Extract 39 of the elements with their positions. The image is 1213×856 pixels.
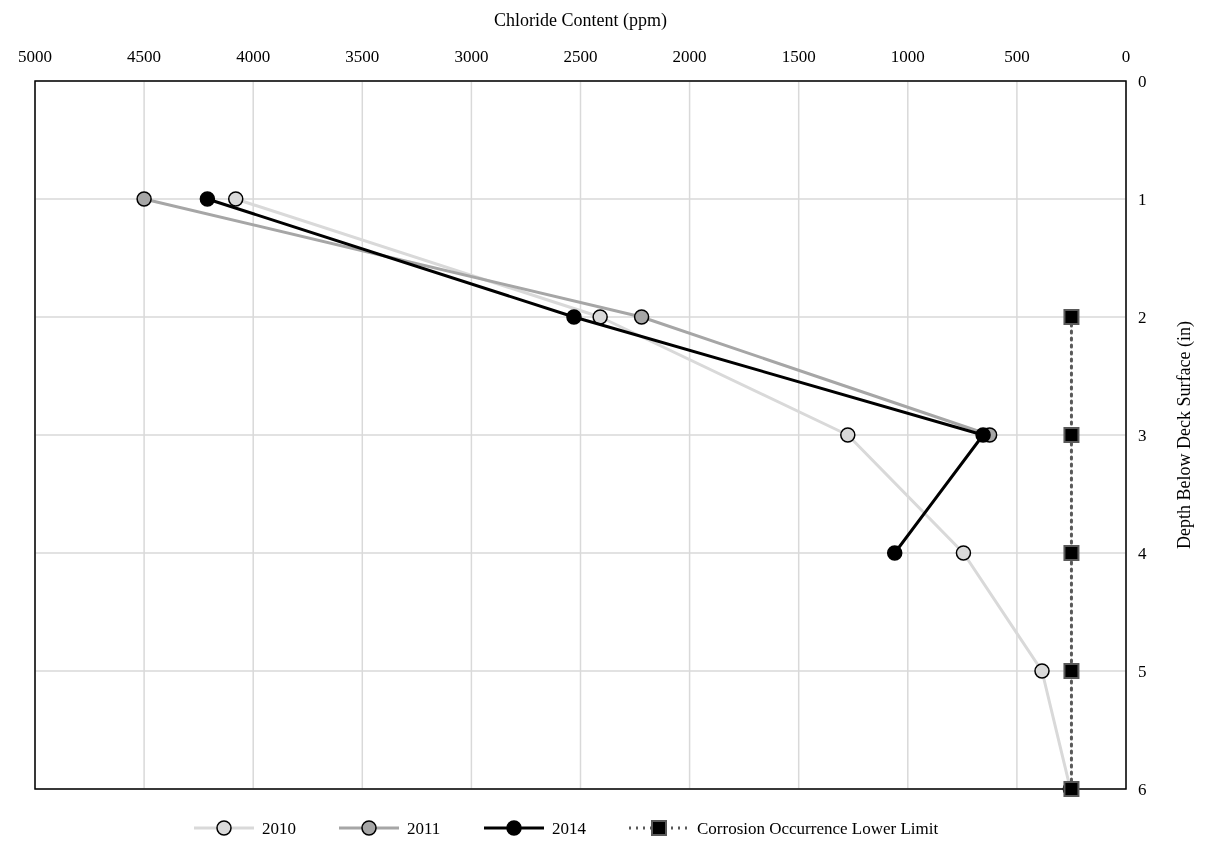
x-tick-label: 3000 (454, 47, 489, 66)
point (840, 427, 856, 443)
y-axis-title: Depth Below Deck Surface (in) (1174, 321, 1195, 549)
legend-label: Corrosion Occurrence Lower Limit (697, 819, 939, 838)
point (592, 309, 608, 325)
x-tick-label: 0 (1121, 47, 1131, 66)
x-axis-title: Chloride Content (ppm) (494, 10, 667, 31)
point (633, 309, 650, 325)
y-tick-label: 3 (1138, 426, 1147, 445)
x-tick-label: 2000 (672, 47, 707, 66)
legend-label: 2010 (262, 819, 296, 838)
point (199, 191, 216, 207)
point (1034, 663, 1050, 679)
point (227, 191, 244, 207)
y-tick-label: 2 (1138, 308, 1147, 327)
y-tick-label: 1 (1138, 190, 1147, 209)
point (955, 545, 972, 561)
x-tick-label: 4500 (127, 47, 162, 66)
x-tick-label: 1500 (781, 47, 816, 66)
point (886, 545, 903, 561)
point (566, 309, 582, 325)
point (1063, 663, 1080, 679)
x-tick-label: 5000 (18, 47, 52, 66)
y-tick-label: 4 (1138, 544, 1147, 563)
x-tick-label: 4000 (236, 47, 271, 66)
y-tick-label: 5 (1138, 662, 1147, 681)
y-tick-label: 0 (1138, 72, 1147, 91)
y-tick-label: 6 (1138, 780, 1147, 799)
legend-label: 2014 (552, 819, 587, 838)
legend-label: 2011 (407, 819, 441, 838)
point (1063, 545, 1080, 561)
point (1063, 427, 1080, 443)
x-tick-label: 1000 (890, 47, 925, 66)
point (975, 427, 991, 443)
x-tick-label: 2500 (563, 47, 598, 66)
x-tick-label: 500 (1004, 47, 1030, 66)
point (136, 191, 152, 207)
x-tick-label: 3500 (345, 47, 380, 66)
point (1063, 309, 1080, 325)
